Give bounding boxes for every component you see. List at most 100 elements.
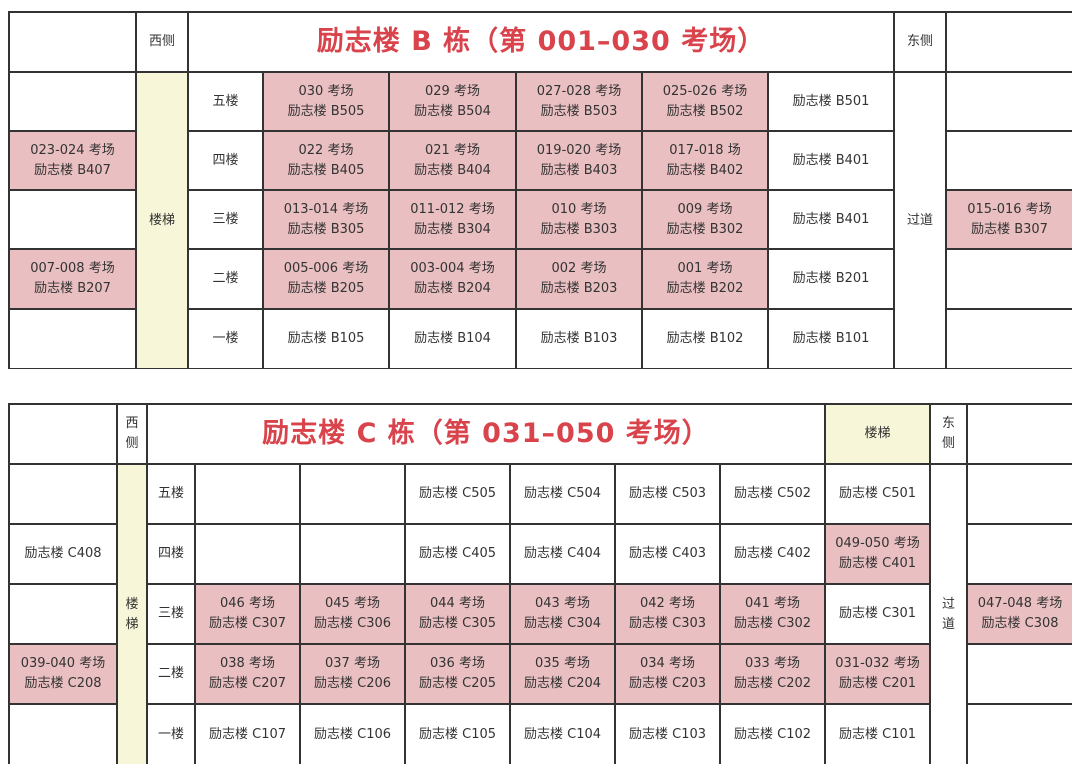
east-room xyxy=(968,465,1072,523)
exam-room: 022 考场 励志楼 B405 xyxy=(264,132,388,189)
room-text: 励志楼 B401 xyxy=(792,211,870,227)
floor-label-text: 四楼 xyxy=(212,152,239,168)
exam-room-text: 励志楼 B203 xyxy=(540,281,618,296)
exam-room: 049-050 考场 励志楼 C401 xyxy=(826,525,929,583)
exam-room: 019-020 考场 励志楼 B403 xyxy=(517,132,641,189)
room: 励志楼 C505 xyxy=(406,465,509,523)
exam-room: 038 考场 励志楼 C207 xyxy=(196,645,299,703)
corridor-column: 过道 xyxy=(931,465,966,764)
exam-room: 031-032 考场 励志楼 C201 xyxy=(826,645,929,703)
west-room-text: 007-008 考场 xyxy=(30,261,115,276)
room: 励志楼 B102 xyxy=(643,310,767,368)
exam-room-text: 001 考场 xyxy=(677,261,733,276)
room-text: 励志楼 C501 xyxy=(838,486,917,501)
exam-room-text: 021 考场 xyxy=(425,142,480,158)
room: 励志楼 C101 xyxy=(826,705,929,764)
header-cell xyxy=(10,405,116,463)
corridor-column-text: 过 xyxy=(941,596,955,612)
room: 励志楼 C404 xyxy=(511,525,614,583)
exam-room-text: 037 考场 xyxy=(325,656,380,671)
exam-room: 030 考场 励志楼 B505 xyxy=(264,73,388,130)
exam-room-text: 027-028 考场 xyxy=(536,83,622,99)
exam-room-text: 励志楼 C206 xyxy=(313,676,392,691)
west-room xyxy=(10,705,116,764)
east-room xyxy=(947,73,1072,130)
floor-label-text: 五楼 xyxy=(212,93,239,109)
exam-room-text: 励志楼 B202 xyxy=(666,281,744,296)
exam-room: 037 考场 励志楼 C206 xyxy=(301,645,404,703)
exam-room-text: 002 考场 xyxy=(551,261,607,276)
exam-room-text: 励志楼 B403 xyxy=(540,162,618,178)
exam-room-text: 013-014 考场 xyxy=(283,201,369,217)
exam-room-text: 励志楼 C401 xyxy=(838,556,917,571)
floor-label-text: 一楼 xyxy=(157,726,184,742)
header-cell xyxy=(968,405,1072,463)
exam-room-text: 009 考场 xyxy=(677,201,733,217)
room: 励志楼 C403 xyxy=(616,525,719,583)
exam-room-text: 044 考场 xyxy=(430,596,485,611)
stairs-column-text: 楼 xyxy=(125,596,139,612)
floor-label: 一楼 xyxy=(148,705,194,764)
exam-room-text: 030 考场 xyxy=(298,83,354,99)
room-text: 励志楼 C505 xyxy=(418,486,497,501)
room: 励志楼 C504 xyxy=(511,465,614,523)
exam-room: 036 考场 励志楼 C205 xyxy=(406,645,509,703)
room: 励志楼 C502 xyxy=(721,465,824,523)
stairs-column: 楼梯 xyxy=(118,465,146,764)
building-c-floor-plan: 西侧励志楼 C 栋（第 031–050 考场） 楼梯东侧楼梯过道五楼 励志楼 C50… xyxy=(8,403,1072,764)
exam-room: 013-014 考场 励志楼 B305 xyxy=(264,191,388,248)
building-title: 励志楼 C 栋（第 031–050 考场） xyxy=(148,405,824,463)
exam-room-text: 励志楼 B502 xyxy=(666,103,744,119)
west-side-label: 西侧 xyxy=(137,13,187,71)
east-room xyxy=(968,525,1072,583)
exam-room-text: 034 考场 xyxy=(640,656,695,671)
exam-room: 045 考场 励志楼 C306 xyxy=(301,585,404,643)
room: 励志楼 B501 xyxy=(769,73,893,130)
exam-room-text: 励志楼 C204 xyxy=(523,676,602,691)
stairs-column-text: 楼梯 xyxy=(148,212,175,228)
exam-room-text: 励志楼 B304 xyxy=(414,221,491,237)
floor-label: 一楼 xyxy=(189,310,262,368)
exam-room-text: 励志楼 C205 xyxy=(418,676,497,691)
room-text: 励志楼 C107 xyxy=(208,726,287,742)
header-cell xyxy=(947,13,1072,71)
room xyxy=(301,465,404,523)
exam-room: 035 考场 励志楼 C204 xyxy=(511,645,614,703)
room: 励志楼 C103 xyxy=(616,705,719,764)
room: 励志楼 C107 xyxy=(196,705,299,764)
floor-label: 二楼 xyxy=(189,250,262,308)
exam-room-text: 励志楼 B303 xyxy=(540,221,618,237)
exam-room-text: 励志楼 C207 xyxy=(208,676,287,691)
room-text: 励志楼 C104 xyxy=(523,726,602,742)
exam-room-text: 043 考场 xyxy=(535,596,590,611)
exam-room: 033 考场 励志楼 C202 xyxy=(721,645,824,703)
exam-room-text: 036 考场 xyxy=(430,656,485,671)
floor-label: 三楼 xyxy=(189,191,262,248)
stairs-column: 楼梯 xyxy=(137,73,187,368)
room: 励志楼 B105 xyxy=(264,310,388,368)
west-side-label-text: 西 xyxy=(125,416,139,431)
exam-room: 034 考场 励志楼 C203 xyxy=(616,645,719,703)
room-text: 励志楼 B101 xyxy=(792,331,870,346)
exam-room: 044 考场 励志楼 C305 xyxy=(406,585,509,643)
exam-room: 005-006 考场 励志楼 B205 xyxy=(264,250,388,308)
east-side-label: 东侧 xyxy=(931,405,966,463)
floor-label-text: 一楼 xyxy=(212,331,239,346)
exam-room-text: 017-018 场 xyxy=(669,142,741,158)
room xyxy=(196,465,299,523)
west-room: 039-040 考场 励志楼 C208 xyxy=(10,645,116,703)
exam-room-text: 励志楼 C304 xyxy=(523,616,602,631)
floor-label-text: 三楼 xyxy=(212,211,239,227)
room-text: 励志楼 C301 xyxy=(838,606,917,621)
room-text: 励志楼 B501 xyxy=(792,93,870,109)
floor-label: 三楼 xyxy=(148,585,194,643)
exam-room-text: 励志楼 C302 xyxy=(733,616,812,631)
exam-room: 002 考场 励志楼 B203 xyxy=(517,250,641,308)
room: 励志楼 C104 xyxy=(511,705,614,764)
exam-room: 046 考场 励志楼 C307 xyxy=(196,585,299,643)
west-room: 励志楼 C408 xyxy=(10,525,116,583)
exam-room-text: 049-050 考场 xyxy=(835,536,920,551)
exam-room: 017-018 场励志楼 B402 xyxy=(643,132,767,189)
floor-label: 四楼 xyxy=(189,132,262,189)
west-side-label: 西侧 xyxy=(118,405,146,463)
